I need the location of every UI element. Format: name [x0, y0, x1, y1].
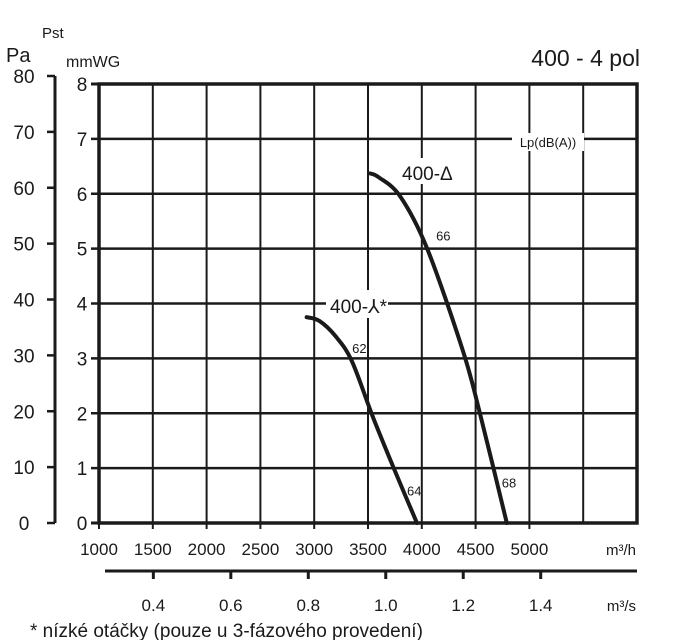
x2-tick-label: 1.0: [374, 596, 398, 615]
curve-delta: [368, 171, 509, 525]
y-tick-label-mmwg: 7: [77, 130, 88, 151]
y-tick-label-mmwg: 4: [77, 295, 88, 316]
noise-value-label: 68: [502, 475, 516, 490]
y-tick-label-pa: 70: [13, 123, 34, 144]
x-tick-label: 4000: [403, 540, 441, 559]
x2-tick-label: 1.2: [451, 596, 475, 615]
x-axis-units-m3h: m³/h: [606, 542, 636, 559]
noise-label: Lp(dB(A)): [520, 135, 576, 150]
y-tick-label-mmwg: 0: [77, 514, 88, 535]
series-label-star: 400-⅄*: [330, 297, 388, 318]
series-label-delta: 400-Δ: [402, 164, 453, 185]
x2-tick-label: 0.6: [219, 596, 243, 615]
x2-tick-label: 1.4: [529, 596, 553, 615]
x-tick-label: 4500: [457, 540, 495, 559]
x2-axis-units-m3s: m³/s: [607, 598, 636, 615]
curves: [304, 171, 509, 525]
x-tick-label: 1000: [80, 540, 118, 559]
curve-star: [304, 315, 419, 525]
x-tick-label: 2500: [241, 540, 279, 559]
y-tick-label-pa: 50: [13, 235, 34, 256]
noise-value-label: 64: [407, 484, 421, 499]
x-tick-label: 5000: [510, 540, 548, 559]
y-tick-label-pa: 60: [13, 179, 34, 200]
footnote: * nízké otáčky (pouze u 3-fázového prove…: [30, 621, 423, 640]
x-tick-label: 2000: [188, 540, 226, 559]
y-tick-label-mmwg: 3: [77, 349, 88, 370]
y-axis-units-pa: Pa: [6, 45, 31, 67]
labels: Pst Pa mmWG 400 - 4 pol m³/h m³/s * nízk…: [6, 25, 640, 640]
y-tick-label-pa: 30: [13, 346, 34, 367]
chart-title: 400 - 4 pol: [531, 45, 640, 71]
y-tick-label-pa: 80: [13, 67, 34, 88]
y-tick-label-mmwg: 5: [77, 240, 88, 261]
y-tick-label-mmwg: 6: [77, 185, 88, 206]
y-tick-label-pa: 0: [19, 514, 30, 535]
x-tick-label: 3500: [349, 540, 387, 559]
x2-tick-label: 0.4: [142, 596, 166, 615]
noise-value-label: 62: [352, 341, 366, 356]
y-tick-label-mmwg: 1: [77, 459, 88, 480]
x-tick-label: 1500: [134, 540, 172, 559]
y-tick-label-pa: 20: [13, 402, 34, 423]
y-axis-units-mmwg: mmWG: [66, 54, 120, 71]
series-label-background: [326, 290, 388, 318]
y-tick-label-pa: 40: [13, 291, 34, 312]
x-tick-label: 3000: [295, 540, 333, 559]
y-axis-label-pst: Pst: [42, 25, 65, 42]
noise-value-label: 66: [436, 228, 450, 243]
x2-tick-label: 0.8: [296, 596, 320, 615]
series-label-background: [398, 158, 460, 184]
y-tick-label-mmwg: 2: [77, 404, 88, 425]
y-tick-label-pa: 10: [13, 458, 34, 479]
y-tick-label-mmwg: 8: [77, 75, 88, 96]
noise-label-background: [512, 133, 584, 151]
